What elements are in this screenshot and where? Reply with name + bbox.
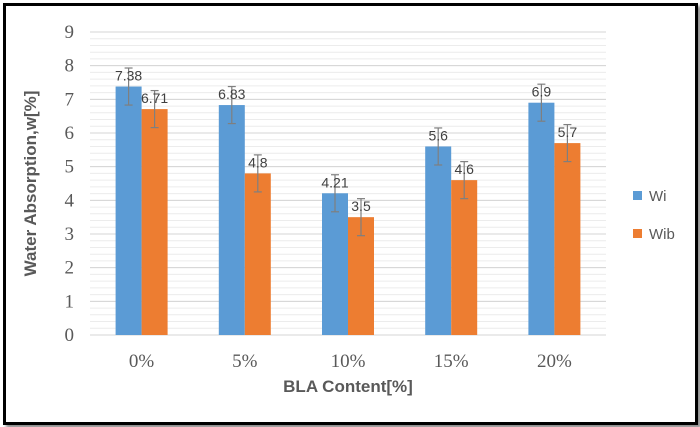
bar-wib: [348, 217, 374, 335]
legend-swatch-wi: [633, 191, 642, 200]
bar-wi: [425, 146, 452, 335]
y-tick-label: 5: [65, 157, 75, 178]
chart-frame: 0 1 2 3 4 5 6 7 8 9 7.38 6.71 6.83 4.8 4.21 3.5 5.6 4.6 6…: [3, 3, 698, 425]
bar-wi: [115, 86, 142, 335]
data-label: 7.38: [115, 68, 142, 84]
data-label: 6.9: [532, 84, 552, 100]
y-tick-label: 8: [65, 56, 75, 77]
y-tick-label: 4: [65, 190, 75, 211]
data-label: 5.6: [428, 127, 448, 143]
bar-wi: [322, 193, 348, 335]
x-tick-label: 0%: [129, 351, 155, 372]
legend-label-wib: Wib: [649, 226, 675, 243]
x-axis-ticks: 0% 5% 10% 15% 20%: [129, 351, 572, 372]
x-tick-label: 20%: [537, 351, 572, 372]
y-tick-label: 9: [65, 22, 75, 43]
y-axis-ticks: 0 1 2 3 4 5 6 7 8 9: [65, 22, 75, 346]
bars: 7.38 6.71 6.83 4.8 4.213.5 5.6 4.6 6.9 5.7: [115, 67, 581, 335]
y-tick-label: 2: [65, 258, 75, 279]
data-label: 4.8: [248, 154, 268, 170]
x-axis-title: BLA Content[%]: [283, 377, 413, 396]
x-tick-label: 5%: [232, 351, 258, 372]
y-tick-label: 7: [65, 89, 75, 110]
y-tick-label: 0: [65, 325, 75, 346]
y-tick-label: 3: [65, 224, 75, 245]
legend: Wi Wib: [633, 188, 675, 243]
y-axis-title: Water Absorption,w[%]: [21, 91, 40, 277]
x-tick-label: 15%: [434, 351, 469, 372]
data-label: 3.5: [351, 198, 371, 214]
bar-wi: [528, 102, 555, 335]
y-tick-label: 6: [65, 123, 75, 144]
bar-wib: [451, 180, 478, 335]
data-label: 5.7: [558, 124, 578, 140]
legend-label-wi: Wi: [649, 188, 667, 205]
y-tick-label: 1: [65, 291, 75, 312]
bar-chart: 0 1 2 3 4 5 6 7 8 9 7.38 6.71 6.83 4.8 4.213.5 5.6 4.6 6…: [21, 22, 675, 396]
x-tick-label: 10%: [331, 351, 366, 372]
data-label: 6.71: [141, 90, 168, 106]
data-label: 6.83: [218, 86, 245, 102]
data-label: 4.6: [454, 161, 474, 177]
data-label: 4.21: [321, 174, 348, 190]
legend-swatch-wib: [633, 229, 642, 238]
bar-wib: [244, 173, 271, 335]
bar-wib: [141, 109, 168, 335]
bar-wi: [218, 105, 245, 335]
bar-wib: [554, 143, 581, 335]
